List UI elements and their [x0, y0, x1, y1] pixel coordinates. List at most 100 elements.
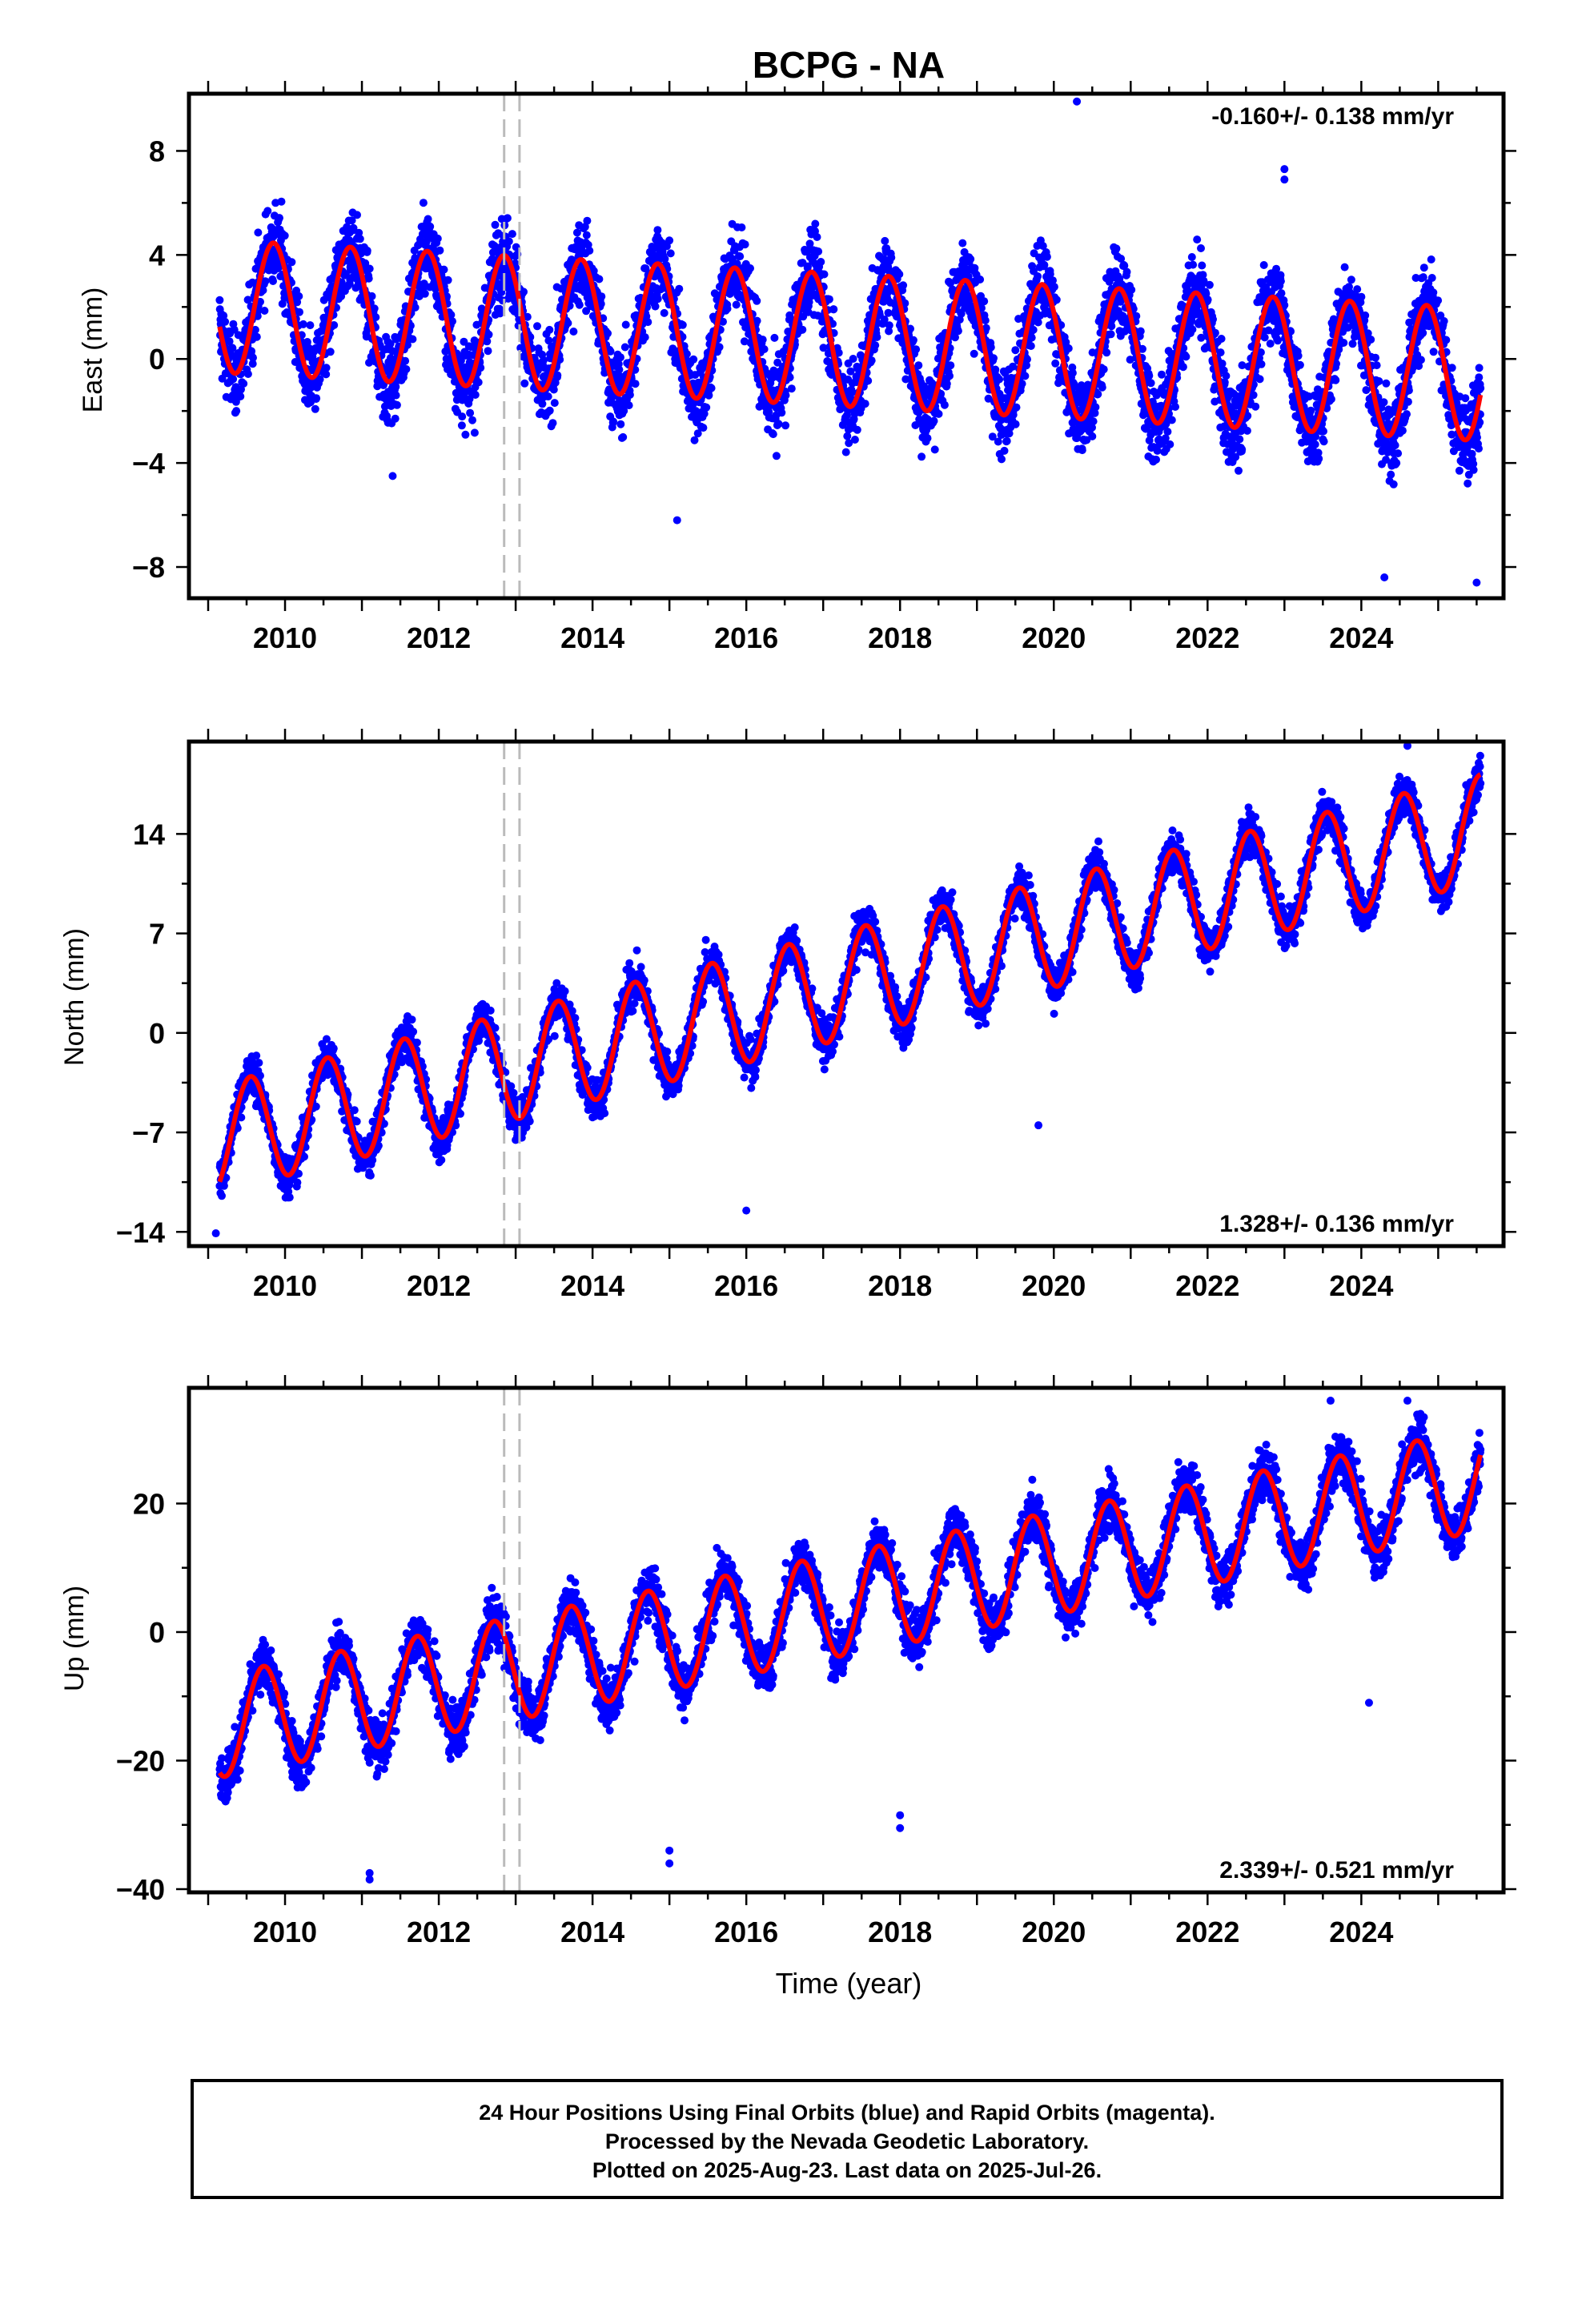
data-point: [723, 304, 732, 313]
data-point: [725, 290, 734, 298]
data-point: [1347, 275, 1355, 284]
data-point: [392, 400, 401, 409]
data-point: [402, 365, 411, 373]
data-point: [484, 347, 492, 356]
data-point: [923, 434, 932, 443]
data-point: [1011, 420, 1020, 428]
data-point: [1315, 454, 1323, 463]
data-point: [465, 395, 474, 404]
data-point: [702, 403, 711, 412]
data-point: [1389, 480, 1398, 489]
data-point: [312, 394, 321, 403]
data-point: [295, 292, 303, 300]
data-point: [1009, 411, 1018, 419]
data-point: [1340, 263, 1349, 271]
data-point: [247, 347, 256, 356]
data-point: [1122, 267, 1131, 276]
data-point: [615, 365, 624, 374]
data-point: [1416, 356, 1425, 364]
data-point: [248, 360, 257, 368]
data-point: [753, 296, 761, 305]
data-point: [1222, 372, 1231, 380]
data-point: [236, 392, 245, 400]
data-point: [620, 407, 628, 415]
data-point: [871, 341, 880, 350]
data-point: [580, 223, 589, 231]
data-point: [476, 364, 485, 372]
data-point: [1319, 437, 1328, 446]
data-point: [653, 295, 662, 304]
data-point: [411, 304, 420, 312]
data-point: [732, 300, 741, 309]
data-point: [1094, 390, 1102, 399]
data-point: [260, 307, 269, 315]
data-point: [881, 236, 889, 245]
data-point: [1277, 289, 1286, 298]
data-point: [715, 343, 724, 352]
data-point: [986, 343, 995, 352]
data-point: [1455, 466, 1464, 475]
data-point: [899, 281, 908, 290]
data-point: [1107, 322, 1116, 331]
data-point: [1357, 292, 1366, 301]
data-point: [1217, 335, 1226, 343]
data-point: [820, 270, 829, 279]
data-point: [572, 228, 581, 237]
data-point: [689, 355, 698, 364]
data-point: [1257, 360, 1266, 368]
data-point: [520, 379, 529, 388]
data-point: [1371, 353, 1379, 362]
data-point: [707, 384, 716, 392]
data-point: [595, 275, 604, 283]
data-point: [1012, 403, 1021, 412]
data-point: [311, 404, 319, 413]
data-point: [621, 320, 630, 329]
data-point: [1088, 432, 1097, 440]
data-point: [1089, 417, 1098, 426]
data-point: [1469, 465, 1478, 474]
data-point: [1276, 277, 1285, 286]
data-point: [461, 430, 470, 439]
data-point: [523, 312, 532, 321]
data-point: [1475, 444, 1483, 453]
data-point: [781, 391, 790, 400]
data-point: [269, 277, 277, 285]
data-point: [583, 216, 592, 225]
data-point: [640, 333, 649, 342]
data-point: [349, 223, 358, 232]
data-point: [1361, 311, 1370, 320]
data-point: [1274, 336, 1282, 345]
data-point: [1294, 352, 1303, 360]
data-point: [575, 300, 584, 309]
data-point: [1238, 445, 1247, 454]
data-point: [1429, 288, 1438, 297]
outlier-point: [1073, 97, 1082, 106]
data-point: [873, 333, 881, 341]
data-point: [230, 325, 239, 334]
data-point: [1434, 296, 1443, 305]
data-point: [232, 407, 241, 416]
data-point: [1375, 377, 1383, 385]
data-point: [1476, 384, 1485, 392]
data-point: [1235, 466, 1243, 475]
data-point: [252, 332, 261, 341]
data-point: [326, 348, 335, 356]
data-point: [1392, 459, 1401, 468]
data-point: [1348, 340, 1357, 348]
data-point: [1197, 244, 1205, 252]
data-point: [1251, 402, 1260, 411]
data-point: [1178, 363, 1187, 372]
data-point: [625, 391, 634, 399]
data-point: [958, 239, 967, 247]
data-point: [1235, 435, 1244, 444]
data-point: [251, 325, 259, 334]
data-point: [861, 400, 869, 408]
data-point: [990, 354, 998, 363]
data-point: [243, 296, 252, 304]
data-point: [946, 372, 954, 380]
data-point: [1475, 373, 1484, 382]
data-point: [1000, 446, 1009, 455]
data-point: [466, 408, 475, 417]
data-point: [1187, 253, 1196, 261]
